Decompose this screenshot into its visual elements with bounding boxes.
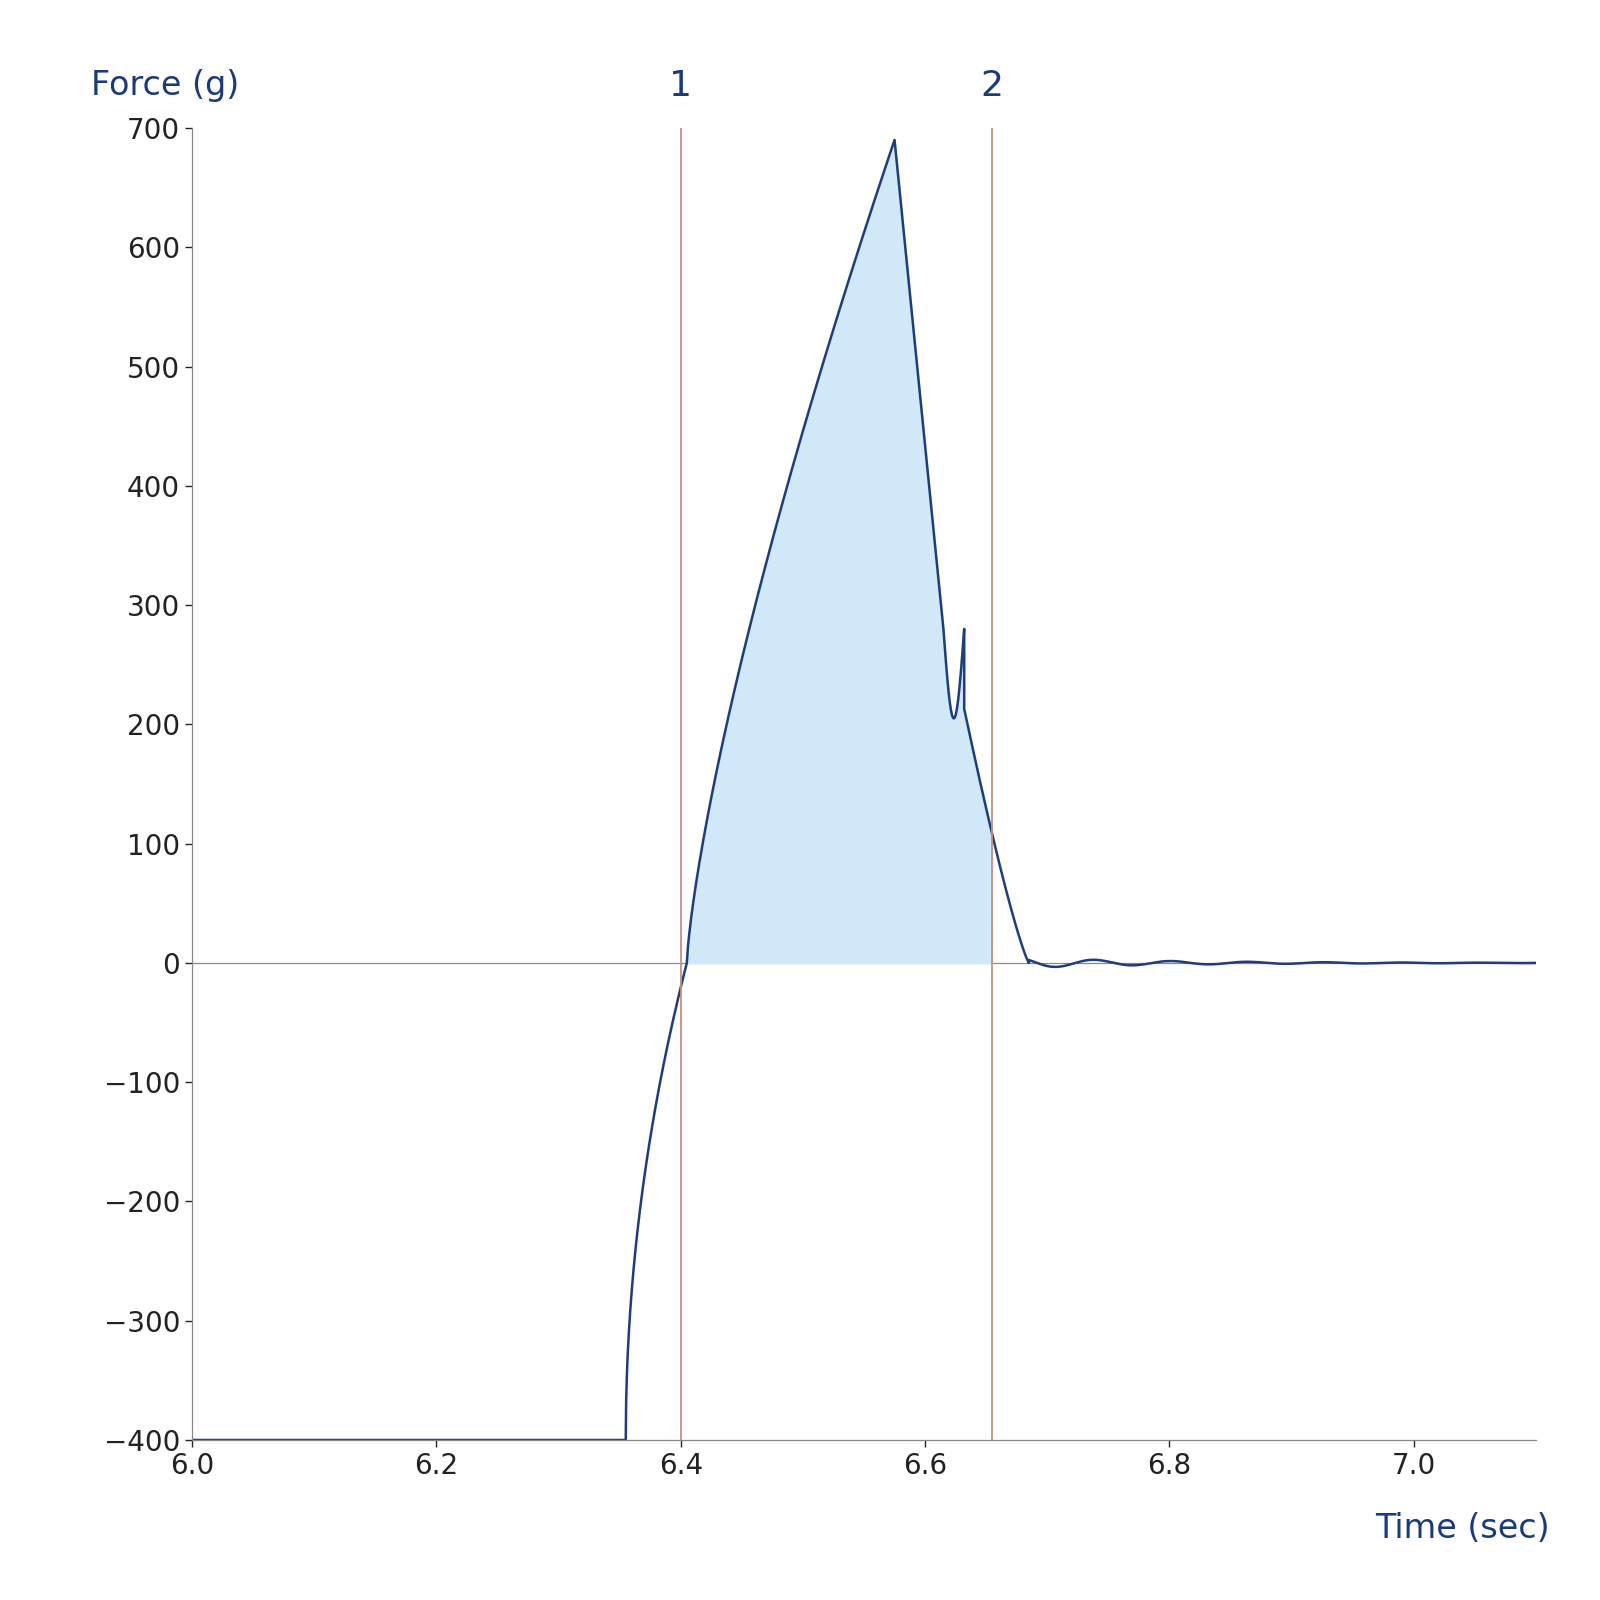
X-axis label: Time (sec): Time (sec) bbox=[1374, 1512, 1549, 1546]
Text: 1: 1 bbox=[669, 69, 693, 102]
Text: 2: 2 bbox=[981, 69, 1003, 102]
Y-axis label: Force (g): Force (g) bbox=[91, 69, 240, 102]
